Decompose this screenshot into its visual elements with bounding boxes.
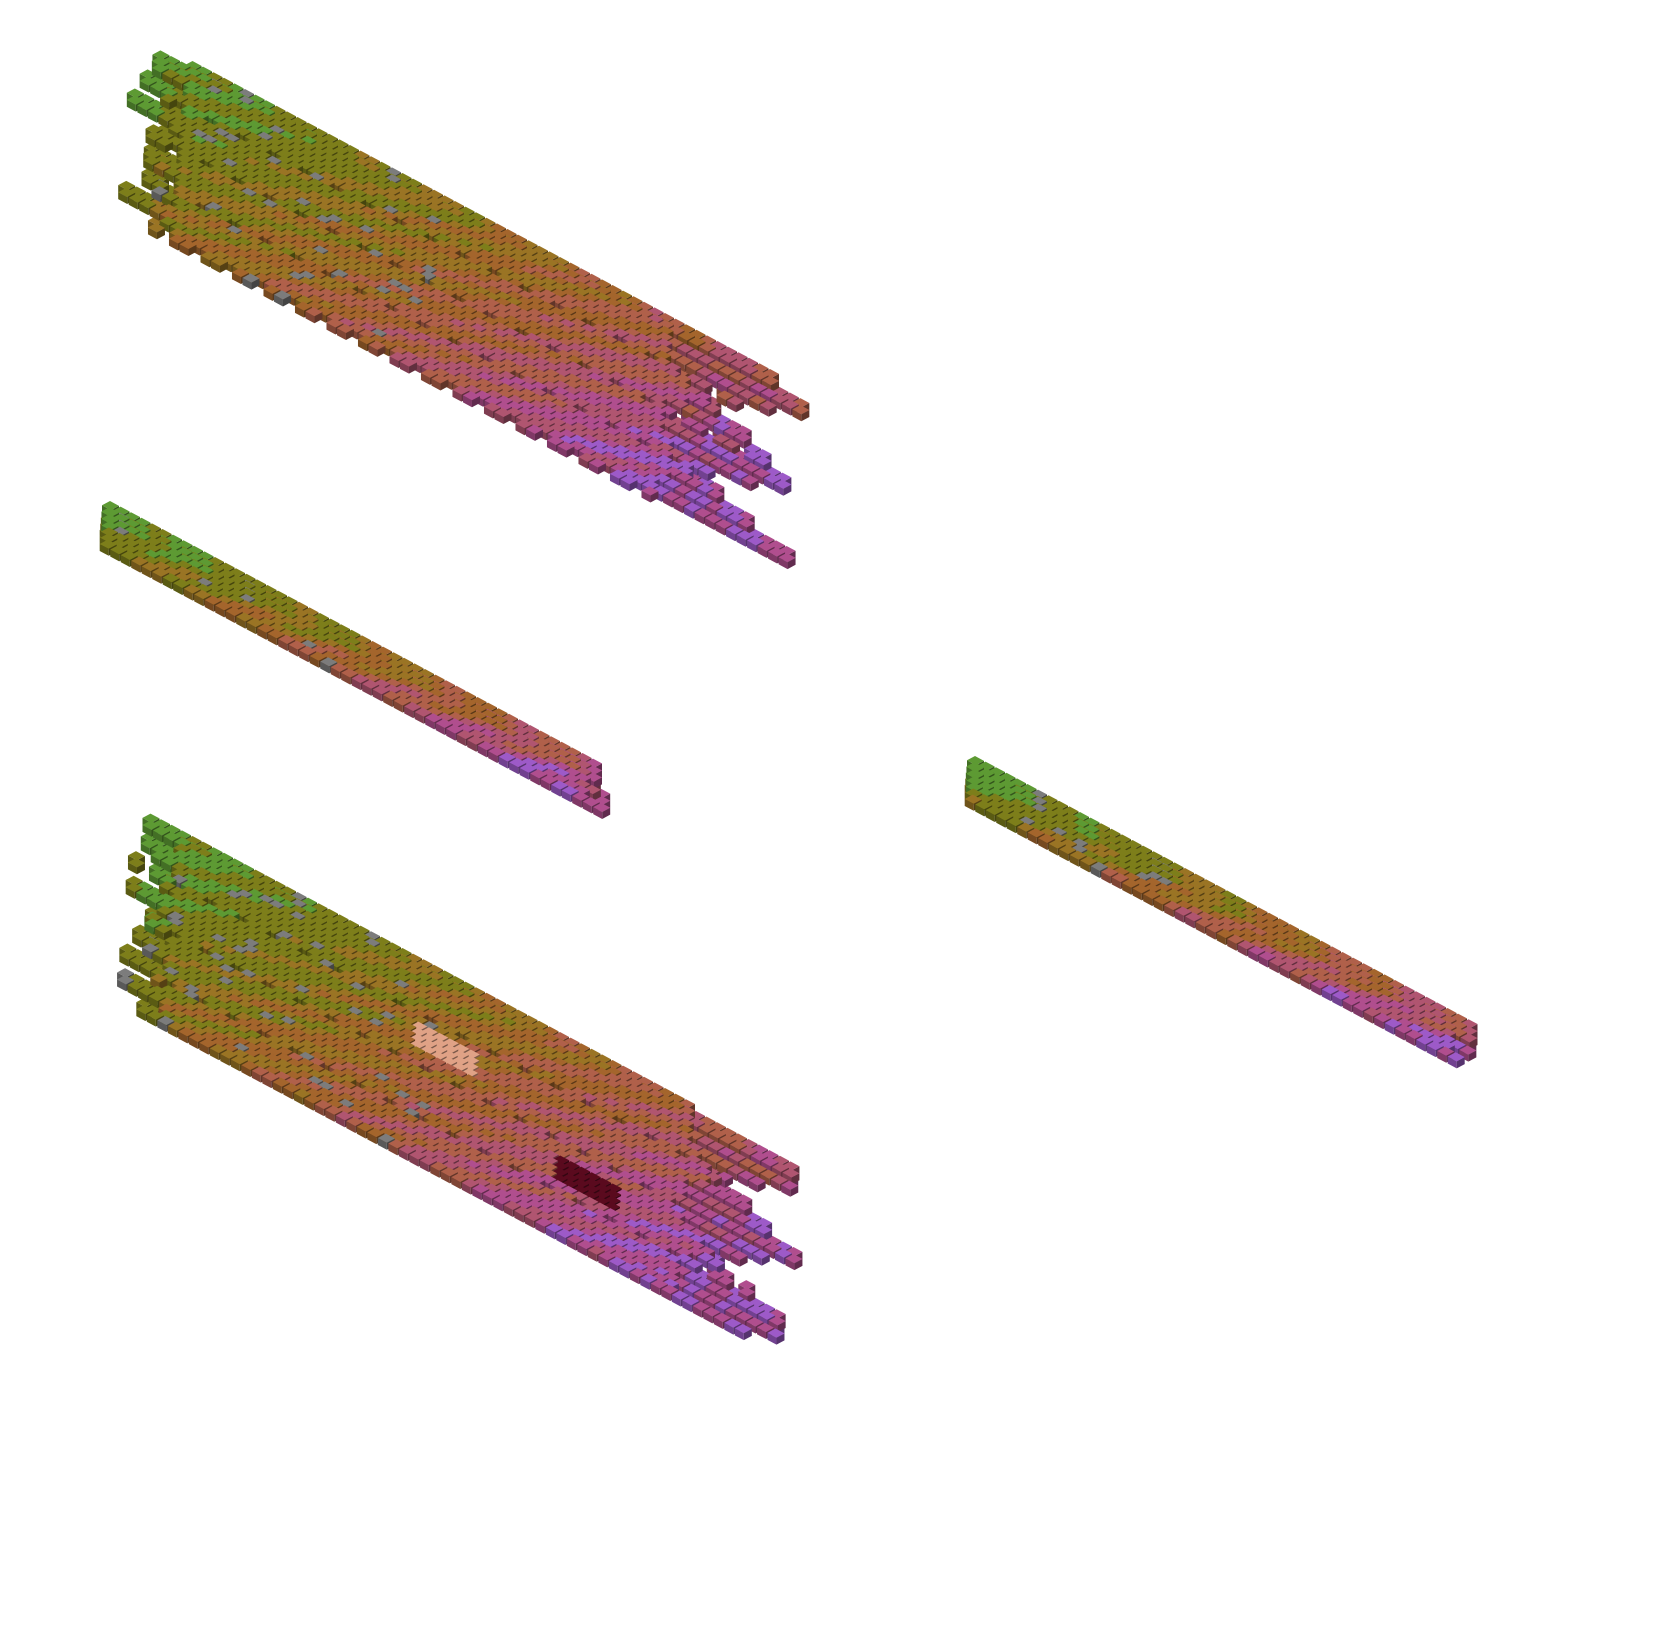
lower-voxel-slab	[117, 813, 803, 1345]
upper-voxel-slab	[118, 50, 810, 570]
middle-voxel-strip	[99, 501, 611, 819]
right-voxel-strip	[964, 756, 1478, 1069]
